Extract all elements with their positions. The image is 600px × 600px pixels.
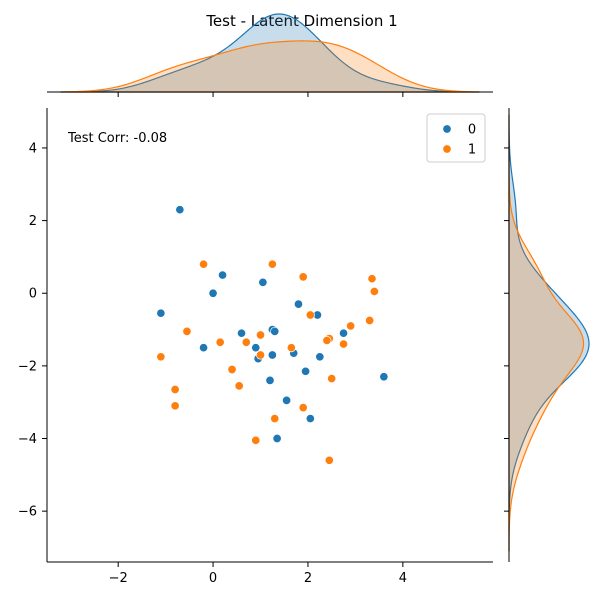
x-tick-label: −2 <box>109 571 128 586</box>
x-tick-label: 2 <box>304 571 312 586</box>
top-kde-series-1 <box>60 40 480 93</box>
scatter-point-series-0 <box>267 350 277 360</box>
legend-label-0: 0 <box>468 123 476 138</box>
scatter-point-series-1 <box>241 337 251 347</box>
x-tick-label: 4 <box>399 571 407 586</box>
scatter-point-series-0 <box>293 299 304 309</box>
legend-marker-1 <box>442 144 452 154</box>
scatter-point-series-1 <box>365 315 375 326</box>
scatter-point-series-1 <box>227 364 237 375</box>
scatter-point-series-0 <box>236 328 247 338</box>
y-tick-label: −6 <box>18 505 37 520</box>
legend-label-1: 1 <box>468 143 476 158</box>
scatter-point-series-1 <box>267 259 277 269</box>
scatter-point-series-1 <box>170 384 180 395</box>
scatter-point-series-0 <box>305 413 315 424</box>
scatter-point-series-0 <box>218 270 228 280</box>
scatter-point-series-0 <box>199 343 209 353</box>
scatter-point-series-1 <box>298 272 308 282</box>
scatter-point-series-1 <box>251 435 261 445</box>
legend: 01 <box>426 113 486 163</box>
scatter-points <box>156 205 389 465</box>
y-tick-label: −4 <box>18 432 37 447</box>
legend-marker-0 <box>442 124 452 134</box>
y-tick-label: −2 <box>18 359 37 374</box>
scatter-point-series-0 <box>282 395 292 405</box>
scatter-point-series-1 <box>215 337 225 347</box>
scatter-point-series-1 <box>156 352 166 362</box>
legend-box <box>426 113 486 163</box>
scatter-point-series-1 <box>286 343 296 353</box>
scatter-point-series-1 <box>338 339 349 349</box>
x-tick-label: 0 <box>209 571 217 586</box>
scatter-point-series-1 <box>199 259 209 269</box>
scatter-point-series-1 <box>346 321 356 331</box>
y-tick-label: 4 <box>29 141 37 156</box>
scatter-point-series-0 <box>379 372 389 382</box>
scatter-point-series-0 <box>301 366 311 376</box>
top-marginal <box>47 13 493 93</box>
scatter-point-series-1 <box>367 274 377 284</box>
scatter-point-series-0 <box>270 326 280 336</box>
scatter-point-series-0 <box>251 343 261 353</box>
right-kde-series-1 <box>508 115 585 552</box>
scatter-point-series-1 <box>270 413 280 424</box>
scatter-point-series-0 <box>258 277 268 287</box>
scatter-point-series-0 <box>208 288 218 298</box>
y-tick-label: 0 <box>29 287 37 302</box>
scatter-point-series-1 <box>305 310 315 320</box>
scatter-point-series-0 <box>265 375 275 385</box>
y-ticks: −6 −4 −2 0 2 4 <box>18 141 509 520</box>
scatter-point-series-1 <box>324 455 334 465</box>
y-tick-label: 2 <box>29 214 37 229</box>
main-axes: −2 0 2 4 −6 −4 −2 0 2 4 <box>18 92 509 586</box>
scatter-point-series-1 <box>322 335 332 345</box>
scatter-point-series-0 <box>156 308 166 318</box>
scatter-point-series-0 <box>175 205 185 215</box>
scatter-point-series-1 <box>182 326 192 336</box>
right-marginal <box>508 108 590 562</box>
scatter-point-series-1 <box>255 350 266 360</box>
scatter-point-series-1 <box>255 330 266 340</box>
scatter-point-series-1 <box>170 401 180 411</box>
x-ticks: −2 0 2 4 <box>109 92 407 586</box>
top-kde-series-0 <box>60 13 480 93</box>
correlation-annotation: Test Corr: -0.08 <box>67 131 167 146</box>
scatter-point-series-1 <box>234 381 244 391</box>
right-kde-series-0 <box>508 114 590 552</box>
scatter-point-series-1 <box>369 286 379 296</box>
scatter-point-series-0 <box>315 352 325 362</box>
scatter-point-series-1 <box>298 403 308 413</box>
scatter-point-series-0 <box>272 433 282 444</box>
scatter-point-series-0 <box>338 328 349 338</box>
scatter-point-series-1 <box>327 374 337 384</box>
